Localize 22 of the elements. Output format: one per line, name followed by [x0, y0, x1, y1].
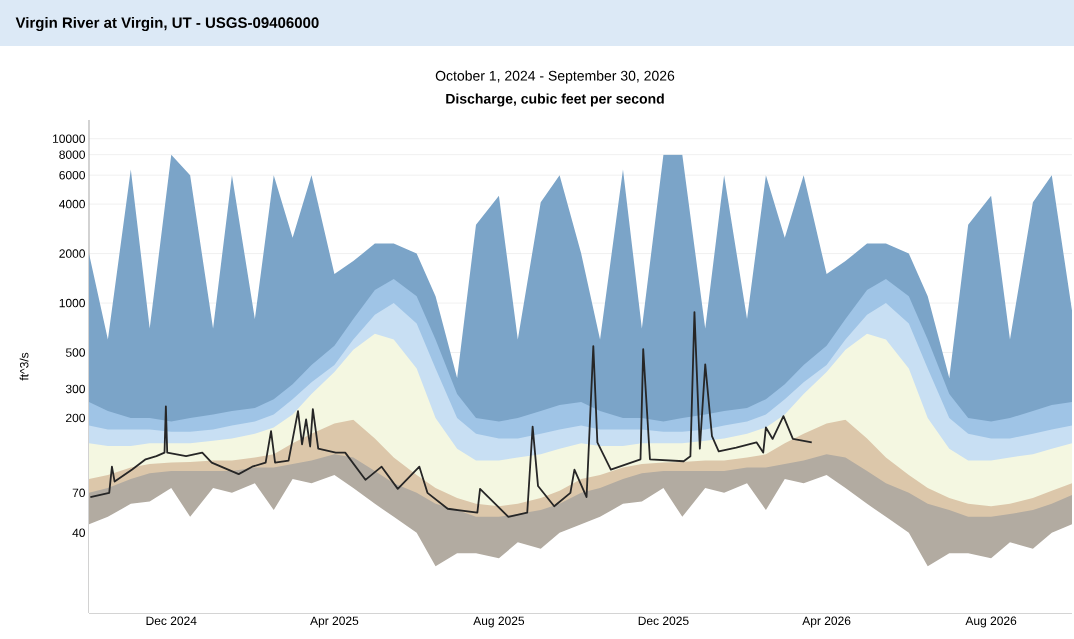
x-tick-label: Dec 2025	[638, 616, 689, 625]
x-tick-label: Apr 2025	[310, 616, 359, 628]
y-tick-label: 6000	[59, 170, 86, 180]
y-tick-label: 500	[65, 348, 86, 357]
chart-title: Virgin River at Virgin, UT - USGS-09406000	[15, 16, 319, 32]
y-tick-label: 70	[72, 488, 86, 498]
text: Discharge, cubic feet per second	[446, 93, 664, 107]
y-tick-label: 8000	[59, 150, 86, 159]
y-tick-label: 4000	[59, 199, 86, 209]
y-tick-label: 10000	[53, 134, 85, 143]
y-tick-label: 2000	[59, 249, 86, 258]
x-tick-label: Aug 2026	[965, 616, 1017, 628]
chart-subtitle: October 1, 2024 - September 30, 2026	[435, 70, 675, 84]
y-tick-label: 200	[66, 413, 86, 423]
x-tick-label: Apr 2026	[802, 616, 851, 628]
x-tick-label: Aug 2025	[473, 616, 525, 628]
y-tick-label: 1000	[59, 298, 86, 308]
line-series	[89, 311, 813, 518]
y-tick-label: 40	[72, 528, 86, 538]
y-tick-label: 300	[65, 384, 86, 394]
x-tick-label: Dec 2024	[146, 616, 197, 625]
y-axis-title: ft^3/s	[19, 352, 29, 381]
